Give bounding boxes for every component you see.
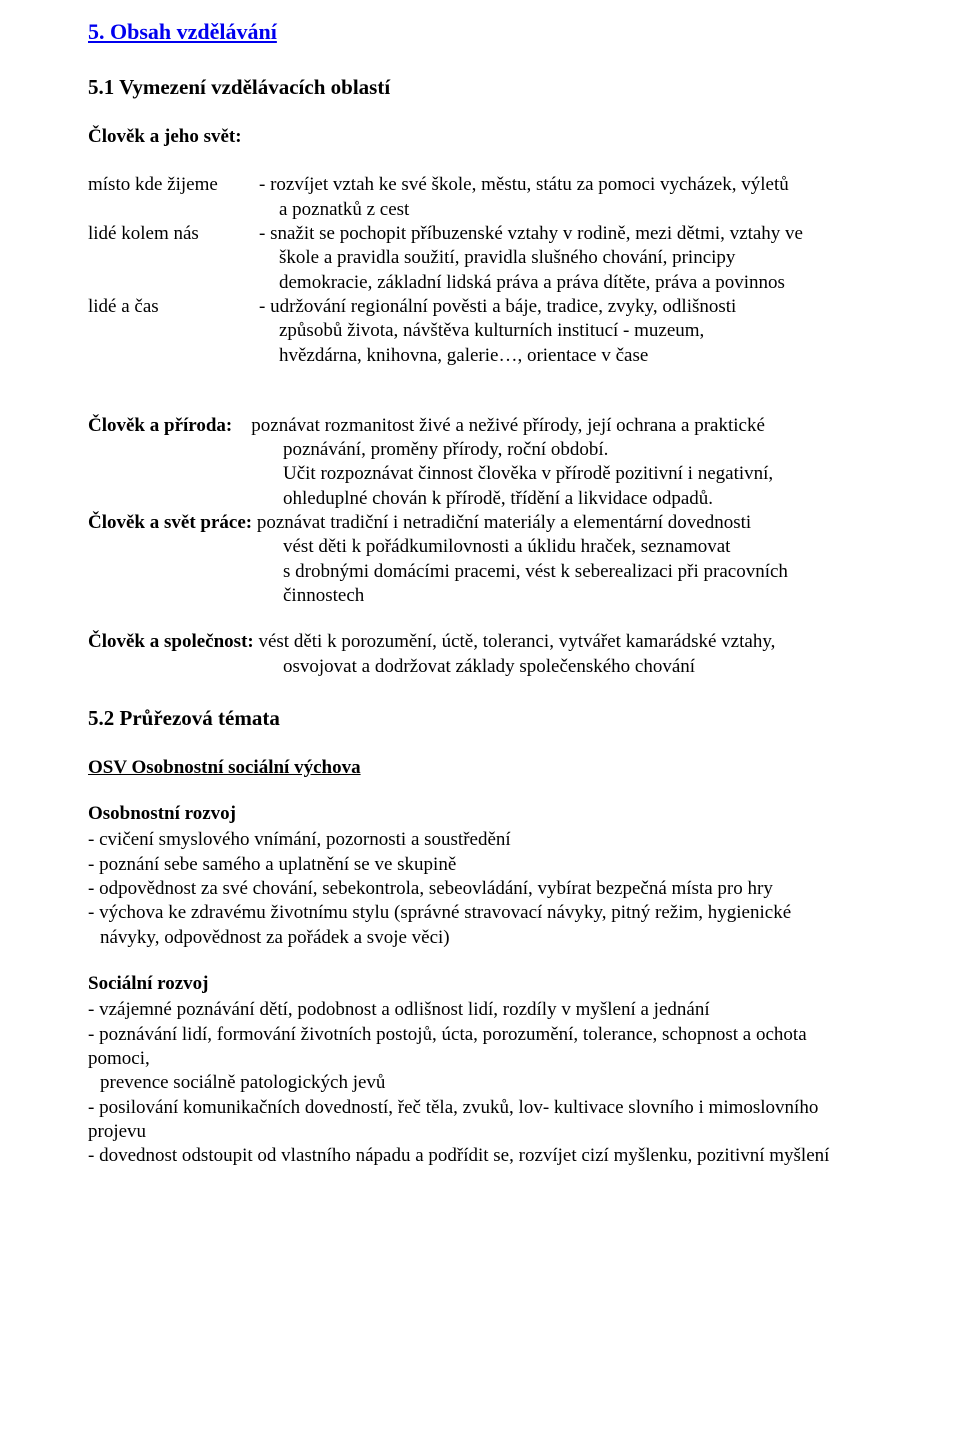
run-text: ohleduplné chován k přírodě, třídění a l… — [88, 487, 872, 511]
run-text: vést děti k porozumění, úctě, toleranci,… — [258, 631, 775, 652]
def-text: a poznatků z cest — [259, 198, 872, 222]
area-title-clovek-svet: Člověk a jeho svět: — [88, 125, 872, 149]
def-body: - udržování regionální pověsti a báje, t… — [259, 295, 872, 368]
def-text: způsobů života, návštěva kulturních inst… — [259, 319, 872, 343]
sub-heading-5-2: 5.2 Průřezová témata — [88, 705, 872, 732]
main-heading: 5. Obsah vzdělávání — [88, 18, 872, 46]
para-priroda: Člověk a příroda: poznávat rozmanitost ž… — [88, 414, 872, 511]
run-text: Učit rozpoznávat činnost člověka v příro… — [88, 462, 872, 486]
bullets-osobnostni: - cvičení smyslového vnímání, pozornosti… — [88, 828, 872, 950]
run-text: s drobnými domácími pracemi, vést k sebe… — [88, 560, 872, 584]
def-body: - snažit se pochopit příbuzenské vztahy … — [259, 222, 872, 295]
bullet: - výchova ke zdravému životnímu stylu (s… — [88, 901, 872, 925]
def-text: demokracie, základní lidská práva a práv… — [259, 271, 872, 295]
def-body: - rozvíjet vztah ke své škole, městu, st… — [259, 173, 872, 222]
section-clovek-priroda: Člověk a příroda: poznávat rozmanitost ž… — [88, 414, 872, 679]
def-label: místo kde žijeme — [88, 173, 259, 197]
bullet-cont: prevence sociálně patologických jevů — [88, 1071, 872, 1095]
group-title-osobnostni: Osobnostní rozvoj — [88, 802, 872, 826]
def-row-misto: místo kde žijeme - rozvíjet vztah ke své… — [88, 173, 872, 222]
osv-heading: OSV Osobnostní sociální výchova — [88, 756, 872, 780]
def-text: - udržování regionální pověsti a báje, t… — [259, 295, 872, 319]
run-text: osvojovat a dodržovat základy společensk… — [88, 655, 872, 679]
def-text: - rozvíjet vztah ke své škole, městu, st… — [259, 173, 872, 197]
bullet: - cvičení smyslového vnímání, pozornosti… — [88, 828, 872, 852]
para-svet-prace: Člověk a svět práce: poznávat tradiční i… — [88, 511, 872, 608]
run-text: činnostech — [88, 584, 872, 608]
bullet: - poznání sebe samého a uplatnění se ve … — [88, 853, 872, 877]
run-label: Člověk a společnost: — [88, 631, 258, 652]
run-label: Člověk a příroda: — [88, 415, 232, 436]
run-label: Člověk a svět práce: — [88, 512, 257, 533]
group-title-socialni: Sociální rozvoj — [88, 972, 872, 996]
definitions-block: místo kde žijeme - rozvíjet vztah ke své… — [88, 173, 872, 368]
bullet: - posilování komunikačních dovedností, ř… — [88, 1096, 872, 1145]
def-row-lide-kolem: lidé kolem nás - snažit se pochopit příb… — [88, 222, 872, 295]
run-text: vést děti k pořádkumilovnosti a úklidu h… — [88, 535, 872, 559]
para-spolecnost: Člověk a společnost: vést děti k porozum… — [88, 630, 872, 679]
def-label: lidé a čas — [88, 295, 259, 319]
bullets-socialni: - vzájemné poznávání dětí, podobnost a o… — [88, 998, 872, 1168]
def-row-lide-cas: lidé a čas - udržování regionální pověst… — [88, 295, 872, 368]
bullet-cont: návyky, odpovědnost za pořádek a svoje v… — [88, 926, 872, 950]
run-text: poznávání, proměny přírody, roční období… — [88, 438, 872, 462]
def-text: - snažit se pochopit příbuzenské vztahy … — [259, 222, 872, 246]
bullet: - dovednost odstoupit od vlastního nápad… — [88, 1144, 872, 1168]
def-text: hvězdárna, knihovna, galerie…, orientace… — [259, 344, 872, 368]
bullet: - poznávání lidí, formování životních po… — [88, 1023, 872, 1072]
bullet: - vzájemné poznávání dětí, podobnost a o… — [88, 998, 872, 1022]
run-text: poznávat rozmanitost živé a neživé příro… — [232, 415, 765, 436]
bullet: - odpovědnost za své chování, sebekontro… — [88, 877, 872, 901]
run-text: poznávat tradiční i netradiční materiály… — [257, 512, 751, 533]
def-label: lidé kolem nás — [88, 222, 259, 246]
def-text: škole a pravidla soužití, pravidla slušn… — [259, 246, 872, 270]
sub-heading-5-1: 5.1 Vymezení vzdělávacích oblastí — [88, 74, 872, 101]
